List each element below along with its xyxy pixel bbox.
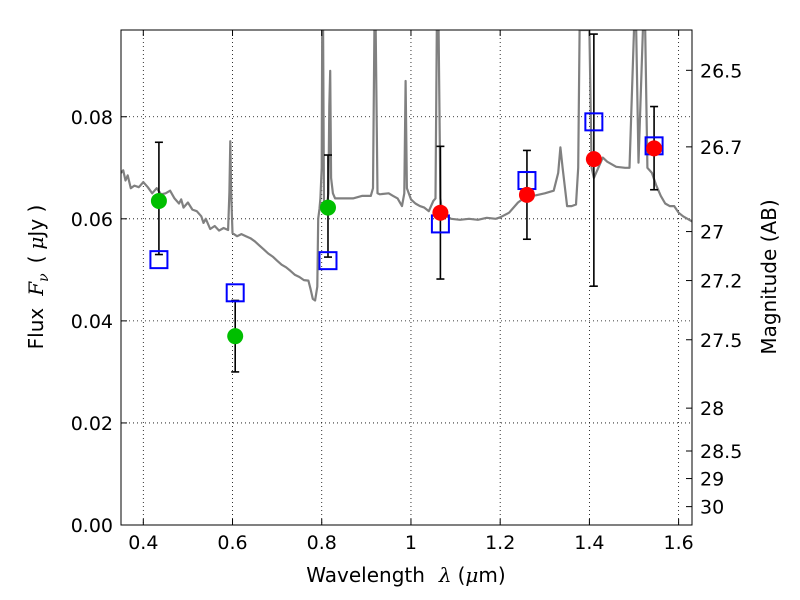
model-square-marker	[584, 112, 604, 132]
x-axis-label-unit-suffix: m)	[478, 563, 505, 587]
model-square-marker	[318, 251, 338, 271]
marker-layer	[149, 33, 664, 373]
y2-tick-label: 27.5	[700, 330, 742, 352]
observed-flux-point	[646, 140, 663, 157]
x-axis-label: Wavelength λ (μm)	[306, 563, 505, 587]
y-axis-label: Flux Fν ( μJy )	[24, 205, 52, 350]
y-tick-label: 0.04	[71, 311, 113, 333]
x-axis-label-prefix: Wavelength	[306, 563, 425, 587]
model-square-marker	[225, 283, 245, 303]
observed-flux-point	[518, 186, 535, 203]
model-square-marker	[149, 250, 169, 270]
y2-tick-label: 27.2	[700, 271, 742, 293]
y2-tick-label: 27	[700, 222, 724, 244]
x-tick-label: 0.4	[128, 532, 158, 554]
y-tick-label: 0.06	[71, 209, 113, 231]
observed-flux-point	[150, 192, 167, 209]
y-tick-label: 0.02	[71, 413, 113, 435]
x-tick-label: 0.6	[217, 532, 247, 554]
x-tick-label: 1.6	[664, 532, 694, 554]
y2-tick-label: 30	[700, 497, 724, 519]
y2-tick-label: 26.5	[700, 60, 742, 82]
observed-flux-point	[585, 151, 602, 168]
y-axis-label-unit-prefix: (	[24, 256, 48, 264]
axis-ticks: 0.4 0.6 0.8 1 1.2 1.4 1.6 0.00 0.02 0.04 0.06 0.08 2…	[71, 30, 742, 554]
plot-frame	[120, 29, 693, 526]
x-tick-label: 1.2	[485, 532, 515, 554]
y2-tick-label: 26.7	[700, 137, 742, 159]
y-axis-label-subscript: ν	[36, 273, 52, 282]
x-axis-label-unit-symbol: μ	[465, 563, 478, 587]
y2-axis-label: Magnitude (AB)	[757, 199, 781, 354]
observed-flux-point	[227, 328, 244, 345]
x-tick-label: 0.8	[307, 532, 337, 554]
observed-flux-point	[319, 199, 336, 216]
observed-flux-point	[432, 204, 449, 221]
y-tick-label: 0.00	[71, 515, 113, 537]
y-axis-label-prefix: Flux	[24, 308, 48, 350]
y2-tick-label: 28.5	[700, 441, 742, 463]
x-axis-label-unit-prefix: (	[458, 563, 466, 587]
y-tick-label: 0.08	[71, 107, 113, 129]
y-axis-label-symbol: F	[24, 281, 48, 297]
grid-lines	[121, 30, 692, 526]
y-axis-label-unit-symbol: μ	[24, 237, 48, 250]
x-axis-label-symbol: λ	[438, 563, 452, 587]
x-tick-label: 1	[405, 532, 417, 554]
spectrum-layer	[121, 30, 692, 302]
y-axis-label-unit-suffix: Jy )	[24, 205, 48, 239]
x-tick-label: 1.4	[574, 532, 604, 554]
y2-tick-label: 28	[700, 398, 724, 420]
y2-tick-label: 29	[700, 469, 724, 491]
spectrum-line	[121, 30, 692, 302]
